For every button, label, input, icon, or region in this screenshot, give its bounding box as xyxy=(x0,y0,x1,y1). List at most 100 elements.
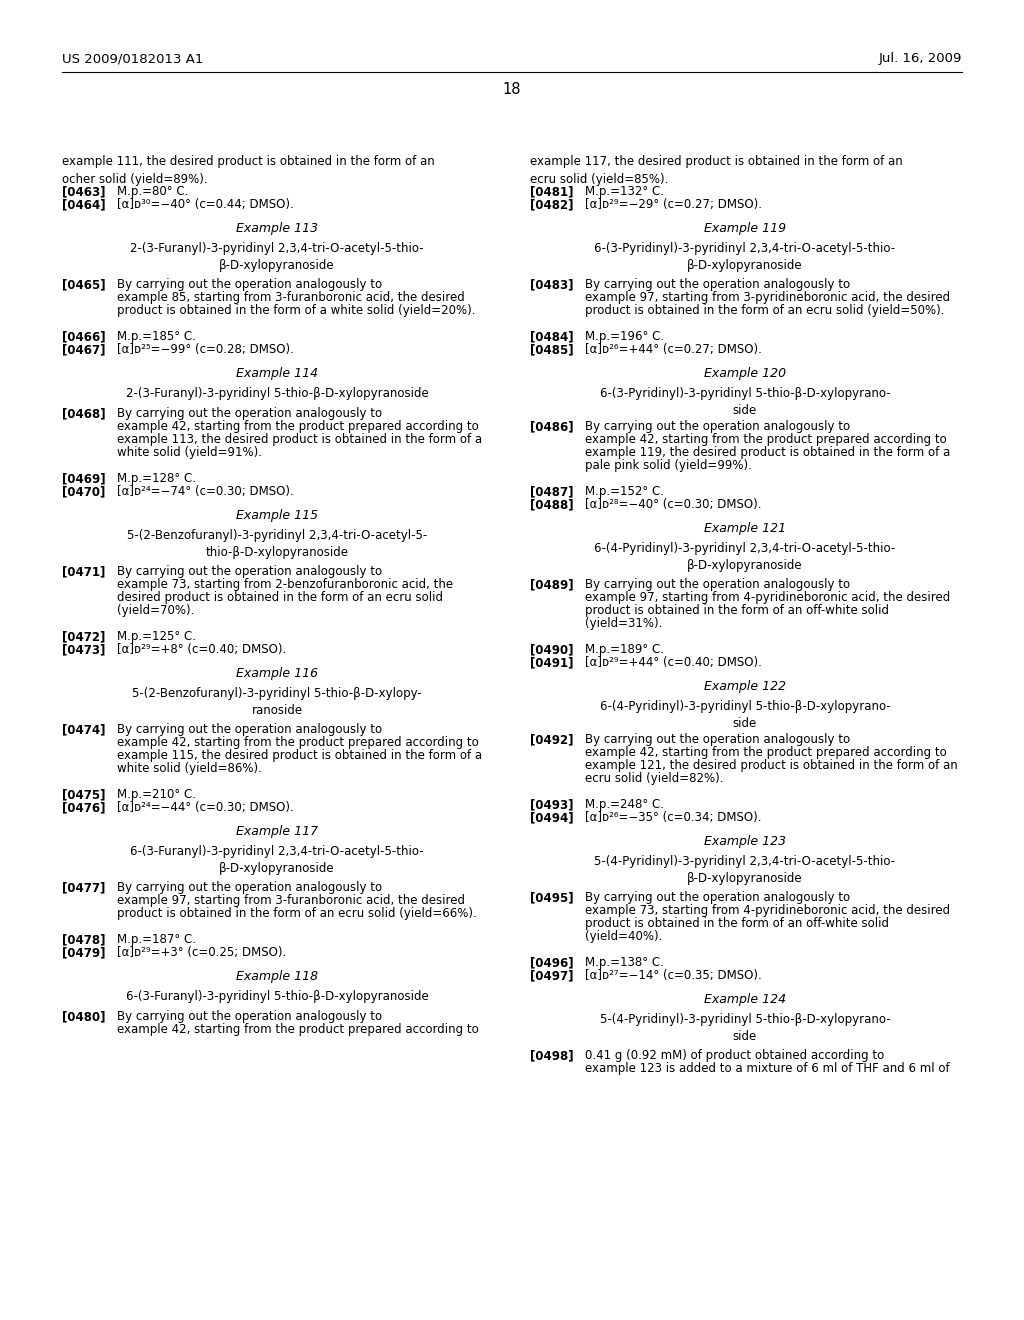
Text: Example 115: Example 115 xyxy=(236,510,318,521)
Text: product is obtained in the form of an off-white solid: product is obtained in the form of an of… xyxy=(585,917,889,931)
Text: 5-(2-Benzofuranyl)-3-pyridinyl 2,3,4-tri-O-acetyl-5-
thio-β-D-xylopyranoside: 5-(2-Benzofuranyl)-3-pyridinyl 2,3,4-tri… xyxy=(127,529,427,558)
Text: (yield=31%).: (yield=31%). xyxy=(585,616,663,630)
Text: [0470]: [0470] xyxy=(62,484,105,498)
Text: [α]ᴅ²⁹=+44° (c=0.40; DMSO).: [α]ᴅ²⁹=+44° (c=0.40; DMSO). xyxy=(585,656,762,669)
Text: [0463]: [0463] xyxy=(62,185,105,198)
Text: [0464]: [0464] xyxy=(62,198,105,211)
Text: [α]ᴅ²⁴=−74° (c=0.30; DMSO).: [α]ᴅ²⁴=−74° (c=0.30; DMSO). xyxy=(117,484,294,498)
Text: By carrying out the operation analogously to: By carrying out the operation analogousl… xyxy=(117,880,382,894)
Text: M.p.=185° C.: M.p.=185° C. xyxy=(117,330,196,343)
Text: [α]ᴅ²⁴=−44° (c=0.30; DMSO).: [α]ᴅ²⁴=−44° (c=0.30; DMSO). xyxy=(117,801,294,814)
Text: pale pink solid (yield=99%).: pale pink solid (yield=99%). xyxy=(585,459,752,473)
Text: (yield=70%).: (yield=70%). xyxy=(117,605,195,616)
Text: [α]ᴅ²⁶=+44° (c=0.27; DMSO).: [α]ᴅ²⁶=+44° (c=0.27; DMSO). xyxy=(585,343,762,356)
Text: Example 116: Example 116 xyxy=(236,667,318,680)
Text: [0481]: [0481] xyxy=(530,185,573,198)
Text: [0475]: [0475] xyxy=(62,788,105,801)
Text: By carrying out the operation analogously to: By carrying out the operation analogousl… xyxy=(117,723,382,737)
Text: M.p.=125° C.: M.p.=125° C. xyxy=(117,630,196,643)
Text: [α]ᴅ²⁹=+8° (c=0.40; DMSO).: [α]ᴅ²⁹=+8° (c=0.40; DMSO). xyxy=(117,643,287,656)
Text: [0495]: [0495] xyxy=(530,891,573,904)
Text: example 42, starting from the product prepared according to: example 42, starting from the product pr… xyxy=(585,433,947,446)
Text: 5-(4-Pyridinyl)-3-pyridinyl 5-thio-β-D-xylopyrano-
side: 5-(4-Pyridinyl)-3-pyridinyl 5-thio-β-D-x… xyxy=(600,1012,890,1043)
Text: By carrying out the operation analogously to: By carrying out the operation analogousl… xyxy=(585,420,850,433)
Text: 6-(3-Furanyl)-3-pyridinyl 5-thio-β-D-xylopyranoside: 6-(3-Furanyl)-3-pyridinyl 5-thio-β-D-xyl… xyxy=(126,990,428,1003)
Text: [0466]: [0466] xyxy=(62,330,105,343)
Text: M.p.=189° C.: M.p.=189° C. xyxy=(585,643,664,656)
Text: example 123 is added to a mixture of 6 ml of THF and 6 ml of: example 123 is added to a mixture of 6 m… xyxy=(585,1063,949,1074)
Text: example 73, starting from 2-benzofuranboronic acid, the: example 73, starting from 2-benzofuranbo… xyxy=(117,578,454,591)
Text: example 97, starting from 4-pyridineboronic acid, the desired: example 97, starting from 4-pyridineboro… xyxy=(585,591,950,605)
Text: example 42, starting from the product prepared according to: example 42, starting from the product pr… xyxy=(117,420,479,433)
Text: 6-(3-Pyridinyl)-3-pyridinyl 5-thio-β-D-xylopyrano-
side: 6-(3-Pyridinyl)-3-pyridinyl 5-thio-β-D-x… xyxy=(600,387,890,417)
Text: [0497]: [0497] xyxy=(530,969,573,982)
Text: M.p.=128° C.: M.p.=128° C. xyxy=(117,473,196,484)
Text: Example 122: Example 122 xyxy=(703,680,786,693)
Text: [α]ᴅ²⁹=+3° (c=0.25; DMSO).: [α]ᴅ²⁹=+3° (c=0.25; DMSO). xyxy=(117,946,287,960)
Text: [α]ᴅ²⁵=−99° (c=0.28; DMSO).: [α]ᴅ²⁵=−99° (c=0.28; DMSO). xyxy=(117,343,294,356)
Text: example 97, starting from 3-furanboronic acid, the desired: example 97, starting from 3-furanboronic… xyxy=(117,894,465,907)
Text: [0468]: [0468] xyxy=(62,407,105,420)
Text: [0478]: [0478] xyxy=(62,933,105,946)
Text: example 97, starting from 3-pyridineboronic acid, the desired: example 97, starting from 3-pyridineboro… xyxy=(585,290,950,304)
Text: [α]ᴅ²⁶=−35° (c=0.34; DMSO).: [α]ᴅ²⁶=−35° (c=0.34; DMSO). xyxy=(585,810,762,824)
Text: Example 118: Example 118 xyxy=(236,970,318,983)
Text: (yield=40%).: (yield=40%). xyxy=(585,931,663,942)
Text: example 73, starting from 4-pyridineboronic acid, the desired: example 73, starting from 4-pyridineboro… xyxy=(585,904,950,917)
Text: 6-(4-Pyridinyl)-3-pyridinyl 2,3,4-tri-O-acetyl-5-thio-
β-D-xylopyranoside: 6-(4-Pyridinyl)-3-pyridinyl 2,3,4-tri-O-… xyxy=(594,543,896,572)
Text: [0476]: [0476] xyxy=(62,801,105,814)
Text: example 42, starting from the product prepared according to: example 42, starting from the product pr… xyxy=(117,1023,479,1036)
Text: product is obtained in the form of an ecru solid (yield=66%).: product is obtained in the form of an ec… xyxy=(117,907,477,920)
Text: Example 124: Example 124 xyxy=(703,993,786,1006)
Text: [α]ᴅ³⁰=−40° (c=0.44; DMSO).: [α]ᴅ³⁰=−40° (c=0.44; DMSO). xyxy=(117,198,294,211)
Text: By carrying out the operation analogously to: By carrying out the operation analogousl… xyxy=(585,733,850,746)
Text: white solid (yield=91%).: white solid (yield=91%). xyxy=(117,446,262,459)
Text: [0472]: [0472] xyxy=(62,630,105,643)
Text: Example 123: Example 123 xyxy=(703,836,786,847)
Text: [0491]: [0491] xyxy=(530,656,573,669)
Text: 5-(2-Benzofuranyl)-3-pyridinyl 5-thio-β-D-xylopy-
ranoside: 5-(2-Benzofuranyl)-3-pyridinyl 5-thio-β-… xyxy=(132,686,422,717)
Text: example 115, the desired product is obtained in the form of a: example 115, the desired product is obta… xyxy=(117,748,482,762)
Text: [0467]: [0467] xyxy=(62,343,105,356)
Text: [0485]: [0485] xyxy=(530,343,573,356)
Text: product is obtained in the form of an off-white solid: product is obtained in the form of an of… xyxy=(585,605,889,616)
Text: By carrying out the operation analogously to: By carrying out the operation analogousl… xyxy=(117,565,382,578)
Text: [0489]: [0489] xyxy=(530,578,573,591)
Text: M.p.=210° C.: M.p.=210° C. xyxy=(117,788,196,801)
Text: [0469]: [0469] xyxy=(62,473,105,484)
Text: example 119, the desired product is obtained in the form of a: example 119, the desired product is obta… xyxy=(585,446,950,459)
Text: 0.41 g (0.92 mM) of product obtained according to: 0.41 g (0.92 mM) of product obtained acc… xyxy=(585,1049,885,1063)
Text: M.p.=152° C.: M.p.=152° C. xyxy=(585,484,664,498)
Text: [0484]: [0484] xyxy=(530,330,573,343)
Text: example 121, the desired product is obtained in the form of an: example 121, the desired product is obta… xyxy=(585,759,957,772)
Text: [α]ᴅ²⁷=−14° (c=0.35; DMSO).: [α]ᴅ²⁷=−14° (c=0.35; DMSO). xyxy=(585,969,762,982)
Text: 6-(3-Furanyl)-3-pyridinyl 2,3,4-tri-O-acetyl-5-thio-
β-D-xylopyranoside: 6-(3-Furanyl)-3-pyridinyl 2,3,4-tri-O-ac… xyxy=(130,845,424,875)
Text: desired product is obtained in the form of an ecru solid: desired product is obtained in the form … xyxy=(117,591,443,605)
Text: [0486]: [0486] xyxy=(530,420,573,433)
Text: Example 121: Example 121 xyxy=(703,521,786,535)
Text: example 42, starting from the product prepared according to: example 42, starting from the product pr… xyxy=(117,737,479,748)
Text: M.p.=138° C.: M.p.=138° C. xyxy=(585,956,664,969)
Text: 6-(3-Pyridinyl)-3-pyridinyl 2,3,4-tri-O-acetyl-5-thio-
β-D-xylopyranoside: 6-(3-Pyridinyl)-3-pyridinyl 2,3,4-tri-O-… xyxy=(595,242,896,272)
Text: example 113, the desired product is obtained in the form of a: example 113, the desired product is obta… xyxy=(117,433,482,446)
Text: By carrying out the operation analogously to: By carrying out the operation analogousl… xyxy=(117,407,382,420)
Text: By carrying out the operation analogously to: By carrying out the operation analogousl… xyxy=(585,578,850,591)
Text: Jul. 16, 2009: Jul. 16, 2009 xyxy=(879,51,962,65)
Text: US 2009/0182013 A1: US 2009/0182013 A1 xyxy=(62,51,204,65)
Text: 5-(4-Pyridinyl)-3-pyridinyl 2,3,4-tri-O-acetyl-5-thio-
β-D-xylopyranoside: 5-(4-Pyridinyl)-3-pyridinyl 2,3,4-tri-O-… xyxy=(595,855,896,884)
Text: By carrying out the operation analogously to: By carrying out the operation analogousl… xyxy=(117,1010,382,1023)
Text: product is obtained in the form of an ecru solid (yield=50%).: product is obtained in the form of an ec… xyxy=(585,304,944,317)
Text: By carrying out the operation analogously to: By carrying out the operation analogousl… xyxy=(585,891,850,904)
Text: Example 117: Example 117 xyxy=(236,825,318,838)
Text: [0496]: [0496] xyxy=(530,956,573,969)
Text: [α]ᴅ²⁹=−29° (c=0.27; DMSO).: [α]ᴅ²⁹=−29° (c=0.27; DMSO). xyxy=(585,198,762,211)
Text: [0465]: [0465] xyxy=(62,279,105,290)
Text: 2-(3-Furanyl)-3-pyridinyl 2,3,4-tri-O-acetyl-5-thio-
β-D-xylopyranoside: 2-(3-Furanyl)-3-pyridinyl 2,3,4-tri-O-ac… xyxy=(130,242,424,272)
Text: By carrying out the operation analogously to: By carrying out the operation analogousl… xyxy=(117,279,382,290)
Text: M.p.=80° C.: M.p.=80° C. xyxy=(117,185,188,198)
Text: [α]ᴅ²⁸=−40° (c=0.30; DMSO).: [α]ᴅ²⁸=−40° (c=0.30; DMSO). xyxy=(585,498,762,511)
Text: 2-(3-Furanyl)-3-pyridinyl 5-thio-β-D-xylopyranoside: 2-(3-Furanyl)-3-pyridinyl 5-thio-β-D-xyl… xyxy=(126,387,428,400)
Text: example 117, the desired product is obtained in the form of an
ecru solid (yield: example 117, the desired product is obta… xyxy=(530,154,903,186)
Text: Example 113: Example 113 xyxy=(236,222,318,235)
Text: [0493]: [0493] xyxy=(530,799,573,810)
